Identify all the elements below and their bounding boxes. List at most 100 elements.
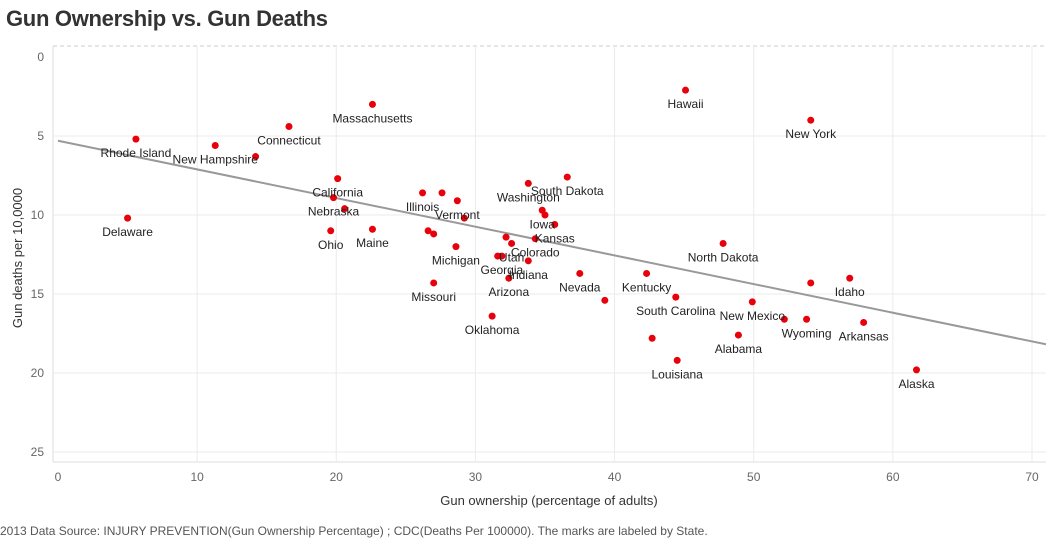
point-label: Illinois — [406, 200, 439, 214]
point-label: Vermont — [435, 208, 480, 222]
point-label: New Hampshire — [173, 152, 259, 166]
point-label: Nebraska — [308, 205, 360, 219]
point-label: Indiana — [509, 268, 549, 282]
data-point[interactable] — [734, 331, 742, 339]
data-point[interactable] — [719, 239, 727, 247]
point-label: Massachusetts — [332, 111, 412, 125]
point-label: Arkansas — [839, 329, 889, 343]
point-label: South Carolina — [636, 304, 716, 318]
data-point[interactable] — [211, 141, 219, 149]
data-point[interactable] — [341, 205, 349, 213]
x-tick-label: 70 — [1025, 470, 1039, 484]
data-point[interactable] — [330, 194, 338, 202]
x-axis-title: Gun ownership (percentage of adults) — [440, 493, 658, 508]
x-tick-label: 0 — [55, 470, 62, 484]
data-point[interactable] — [452, 243, 460, 251]
point-label: Rhode Island — [101, 146, 172, 160]
point-label: Nevada — [559, 280, 601, 294]
data-point[interactable] — [502, 233, 510, 241]
data-point[interactable] — [505, 274, 513, 282]
data-point[interactable] — [424, 227, 432, 235]
data-point[interactable] — [508, 239, 516, 247]
point-label: Maine — [356, 236, 389, 250]
data-point[interactable] — [419, 189, 427, 197]
x-tick-label: 50 — [747, 470, 761, 484]
data-point[interactable] — [498, 252, 506, 260]
x-tick-label: 60 — [886, 470, 900, 484]
x-tick-label: 30 — [469, 470, 483, 484]
point-label: Arizona — [488, 285, 529, 299]
point-label: Connecticut — [257, 134, 321, 148]
data-point[interactable] — [807, 116, 815, 124]
data-point[interactable] — [563, 173, 571, 181]
data-point[interactable] — [488, 312, 496, 320]
data-point[interactable] — [438, 189, 446, 197]
data-point[interactable] — [748, 298, 756, 306]
point-label: New York — [785, 127, 837, 141]
point-label: Alabama — [715, 342, 763, 356]
data-point[interactable] — [132, 135, 140, 143]
data-point[interactable] — [252, 153, 260, 161]
data-point[interactable] — [453, 197, 461, 205]
data-point[interactable] — [648, 334, 656, 342]
point-label: Idaho — [835, 285, 865, 299]
data-point[interactable] — [531, 235, 539, 243]
point-label: Iowa — [530, 217, 556, 231]
data-point[interactable] — [368, 100, 376, 108]
data-point[interactable] — [430, 279, 438, 287]
x-tick-label: 40 — [608, 470, 622, 484]
x-tick-label: 20 — [330, 470, 344, 484]
data-point[interactable] — [285, 123, 293, 131]
gridlines — [53, 46, 1046, 462]
data-point[interactable] — [124, 214, 132, 222]
data-point[interactable] — [576, 269, 584, 277]
data-point[interactable] — [334, 175, 342, 183]
data-point[interactable] — [913, 366, 921, 374]
chart-title: Gun Ownership vs. Gun Deaths — [6, 6, 328, 31]
point-label: Oklahoma — [465, 323, 520, 337]
point-label: South Dakota — [531, 184, 604, 198]
data-point[interactable] — [460, 214, 468, 222]
point-label: Missouri — [411, 290, 456, 304]
data-point[interactable] — [673, 356, 681, 364]
data-point[interactable] — [682, 86, 690, 94]
point-label: California — [312, 186, 363, 200]
point-label: Louisiana — [651, 367, 703, 381]
point-label: Ohio — [318, 238, 344, 252]
y-axis-title: Gun deaths per 10,0000 — [10, 188, 25, 328]
point-labels: Rhode Island Delaware New Hampshire Connect… — [101, 97, 935, 391]
data-point[interactable] — [803, 315, 811, 323]
y-tick-label: 25 — [31, 445, 45, 459]
point-label: Delaware — [102, 225, 153, 239]
data-point[interactable] — [780, 315, 788, 323]
x-tick-label: 10 — [190, 470, 204, 484]
y-tick-label: 0 — [37, 50, 44, 64]
y-tick-label: 10 — [31, 208, 45, 222]
data-point[interactable] — [860, 318, 868, 326]
data-points — [124, 86, 921, 374]
data-point[interactable] — [524, 257, 532, 265]
data-point[interactable] — [807, 279, 815, 287]
data-point[interactable] — [643, 269, 651, 277]
data-point[interactable] — [541, 211, 549, 219]
plot-border — [52, 45, 1046, 463]
tick-labels: 0 10 20 30 40 50 60 70 0 5 10 15 20 25 — [31, 50, 1039, 484]
y-tick-label: 5 — [37, 129, 44, 143]
data-point[interactable] — [368, 225, 376, 233]
data-point[interactable] — [672, 293, 680, 301]
data-point[interactable] — [430, 230, 438, 238]
point-label: Michigan — [432, 254, 480, 268]
point-label: Colorado — [511, 246, 560, 260]
data-point[interactable] — [551, 220, 559, 228]
footnote: 2013 Data Source: INJURY PREVENTION(Gun … — [0, 524, 708, 538]
point-label: Wyoming — [782, 326, 832, 340]
point-label: Utah — [499, 250, 524, 264]
data-point[interactable] — [524, 179, 532, 187]
point-label: Kansas — [535, 231, 575, 245]
data-point[interactable] — [327, 227, 335, 235]
data-point[interactable] — [846, 274, 854, 282]
trend-line — [57, 139, 1046, 346]
data-point[interactable] — [601, 296, 609, 304]
point-label: Hawaii — [668, 97, 704, 111]
